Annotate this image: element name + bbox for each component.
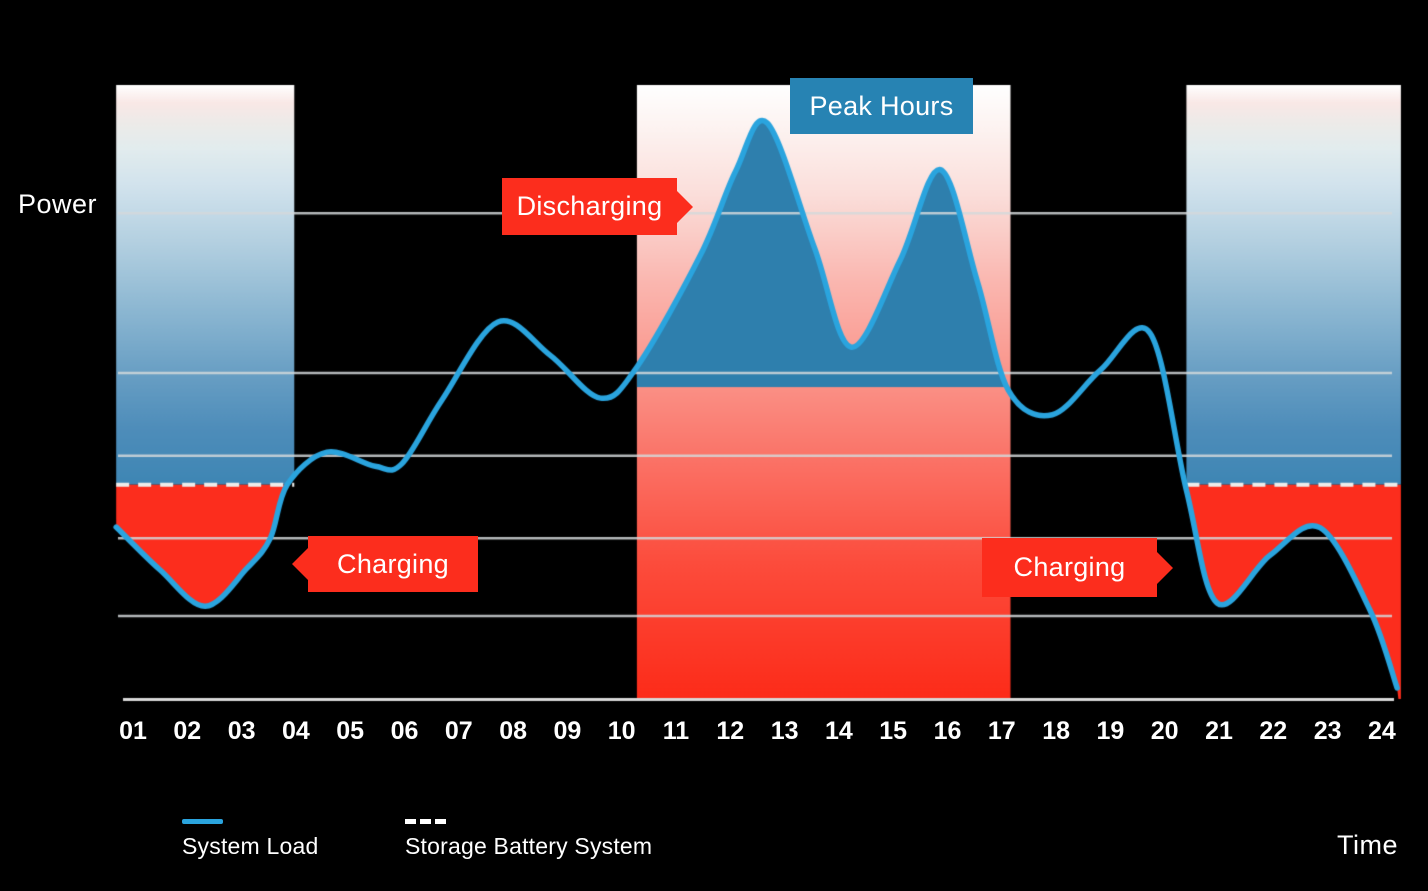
x-axis-label: 09 (553, 717, 582, 745)
battery-legend-label: Storage Battery System (405, 833, 653, 859)
x-axis-label: 07 (444, 717, 473, 745)
x-axis-label: 23 (1313, 717, 1342, 745)
discharging-text: Discharging (516, 191, 663, 221)
charging-right-text: Charging (1013, 552, 1126, 582)
x-axis-title: Time (1337, 830, 1398, 860)
x-axis-label: 16 (933, 717, 962, 745)
y-axis-title: Power (18, 189, 98, 219)
discharging-label: Discharging (502, 178, 693, 235)
peak-hours-text: Peak Hours (809, 90, 954, 121)
callout-arrow-right-icon (1156, 550, 1173, 585)
x-axis-label: 15 (879, 717, 908, 745)
system-load-line-swatch-icon (182, 819, 223, 824)
x-axis-label: 24 (1367, 717, 1396, 745)
x-axis-label: 12 (716, 717, 745, 745)
x-axis-label: 22 (1259, 717, 1288, 745)
callout-arrow-right-icon (676, 189, 693, 224)
x-axis-label: 18 (1042, 717, 1070, 745)
charging-right-label: Charging (982, 538, 1173, 597)
x-axis-label: 01 (119, 717, 147, 745)
x-axis-label: 10 (607, 717, 636, 745)
x-axis-label: 02 (173, 717, 202, 745)
legend-item-battery: Storage Battery System (405, 819, 652, 860)
x-axis-label: 11 (662, 717, 690, 745)
charging-left-label: Charging (292, 536, 478, 592)
x-axis-label: 21 (1205, 717, 1233, 745)
x-axis-label: 04 (281, 717, 310, 745)
system-load-legend-label: System Load (182, 833, 319, 859)
legend-item-system-load: System Load (182, 819, 318, 860)
x-axis-label: 08 (499, 717, 527, 745)
x-axis-label: 19 (1096, 717, 1125, 745)
x-axis-labels: 01 02 03 04 05 06 07 08 09 10 11 12 13 14 15 16 17 18 19 20… (0, 717, 1428, 747)
x-axis-label: 20 (1150, 717, 1179, 745)
x-axis-label: 17 (987, 717, 1016, 745)
x-axis-label: 14 (824, 717, 853, 745)
x-axis-label: 06 (390, 717, 419, 745)
charging-left-text: Charging (337, 548, 449, 579)
x-axis-label: 13 (770, 717, 799, 745)
x-axis-label: 03 (227, 717, 256, 745)
peak-hours-label: Peak Hours (790, 78, 973, 134)
callout-arrow-left-icon (292, 547, 309, 581)
battery-dashed-line-swatch-icon (405, 819, 448, 824)
x-axis-label: 05 (336, 717, 365, 745)
